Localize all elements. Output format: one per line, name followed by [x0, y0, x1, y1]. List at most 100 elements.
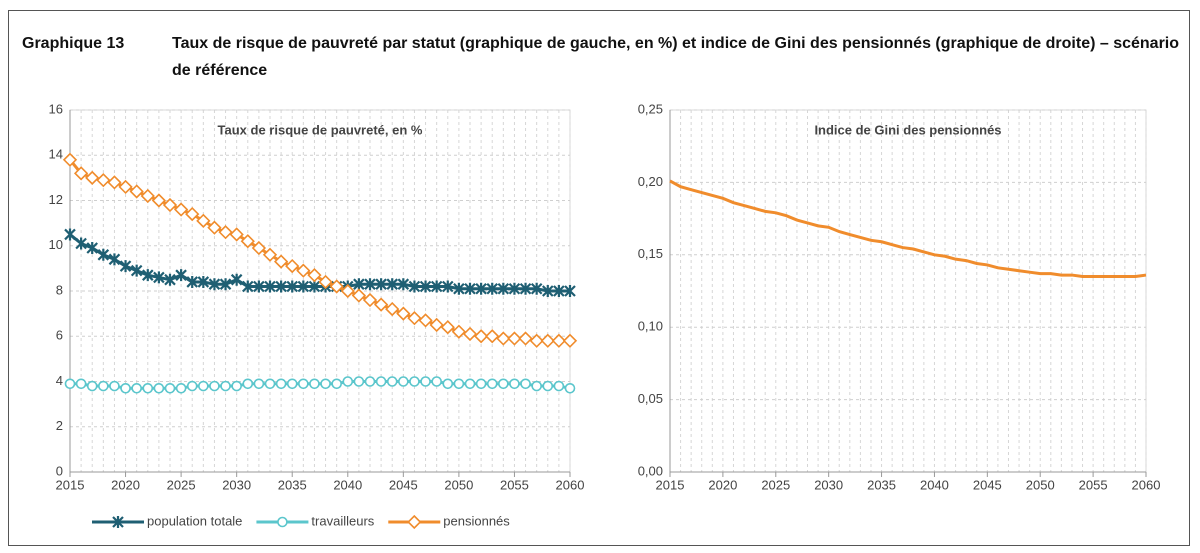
marker — [264, 378, 276, 390]
marker — [275, 280, 287, 293]
marker — [497, 282, 510, 295]
marker — [153, 382, 165, 394]
x-tick-label: 2020 — [111, 477, 140, 492]
marker — [164, 273, 176, 286]
x-tick-label: 2060 — [556, 477, 585, 492]
marker — [553, 285, 565, 297]
marker — [175, 269, 187, 282]
marker — [153, 271, 165, 284]
x-tick-label: 2015 — [56, 477, 85, 492]
marker — [507, 331, 522, 346]
marker — [262, 247, 278, 262]
x-tick-label: 2060 — [1132, 477, 1161, 492]
marker — [420, 376, 431, 387]
marker — [485, 329, 500, 344]
marker — [398, 376, 409, 387]
chart-title: Taux de risque de pauvreté, en % — [218, 122, 423, 137]
marker — [529, 333, 544, 348]
y-tick-label: 6 — [56, 328, 63, 343]
marker — [362, 292, 378, 308]
marker — [331, 378, 342, 390]
marker — [107, 175, 122, 190]
chart-title: Indice de Gini des pensionnés — [814, 122, 1001, 137]
marker — [62, 152, 78, 167]
marker — [120, 382, 131, 394]
marker — [240, 234, 255, 249]
marker — [229, 227, 244, 242]
marker — [264, 280, 276, 293]
marker — [209, 380, 220, 392]
marker — [140, 188, 155, 204]
marker — [197, 275, 210, 288]
marker — [131, 382, 142, 394]
y-tick-label: 0,20 — [638, 174, 663, 189]
marker — [453, 282, 465, 295]
marker — [375, 278, 387, 291]
marker — [386, 278, 398, 291]
marker — [464, 282, 476, 295]
marker — [219, 278, 232, 291]
y-tick-label: 2 — [56, 418, 63, 433]
marker — [96, 173, 111, 188]
x-tick-label: 2020 — [708, 477, 737, 492]
marker — [373, 297, 389, 312]
marker — [64, 228, 76, 241]
figure-label: Graphique 13 — [22, 35, 125, 52]
marker — [220, 380, 231, 392]
marker — [298, 378, 309, 390]
marker — [385, 301, 400, 317]
marker — [340, 283, 355, 299]
marker — [75, 378, 87, 390]
marker — [142, 269, 154, 282]
marker — [86, 242, 99, 255]
x-tick-label: 2050 — [1026, 477, 1055, 492]
marker — [496, 331, 511, 346]
marker — [231, 380, 242, 392]
marker — [164, 382, 176, 394]
marker — [98, 380, 109, 392]
marker — [162, 197, 178, 213]
y-tick-label: 0 — [56, 463, 63, 478]
marker — [442, 280, 454, 293]
marker — [109, 380, 120, 392]
x-tick-label: 2055 — [1079, 477, 1108, 492]
marker — [307, 268, 322, 283]
marker — [218, 225, 233, 240]
plot-area — [669, 109, 1147, 473]
marker — [429, 317, 444, 333]
marker — [329, 279, 344, 294]
marker — [253, 280, 265, 293]
x-tick-label: 2050 — [444, 477, 473, 492]
marker — [285, 258, 300, 274]
marker — [553, 380, 565, 392]
marker — [275, 378, 287, 390]
series-line — [69, 233, 570, 293]
marker — [185, 206, 200, 222]
marker — [186, 275, 198, 288]
x-tick-label: 2035 — [867, 477, 896, 492]
marker — [230, 273, 243, 286]
marker — [309, 378, 320, 390]
y-tick-label: 0,00 — [638, 463, 663, 478]
y-tick-label: 0,05 — [638, 391, 663, 406]
y-tick-label: 12 — [49, 192, 63, 207]
marker — [453, 378, 465, 390]
marker — [277, 516, 288, 528]
y-tick-label: 0,10 — [638, 319, 663, 334]
marker — [530, 282, 543, 295]
x-tick-label: 2040 — [333, 477, 362, 492]
marker — [407, 311, 422, 326]
marker — [296, 263, 311, 278]
marker — [464, 378, 476, 390]
marker — [85, 170, 100, 186]
marker — [475, 378, 487, 390]
marker — [418, 313, 433, 328]
marker — [430, 280, 443, 293]
marker — [112, 516, 124, 528]
x-tick-label: 2025 — [167, 477, 196, 492]
marker — [108, 253, 121, 266]
marker — [273, 254, 289, 269]
marker — [419, 280, 432, 293]
marker — [473, 329, 489, 344]
marker — [119, 260, 132, 273]
